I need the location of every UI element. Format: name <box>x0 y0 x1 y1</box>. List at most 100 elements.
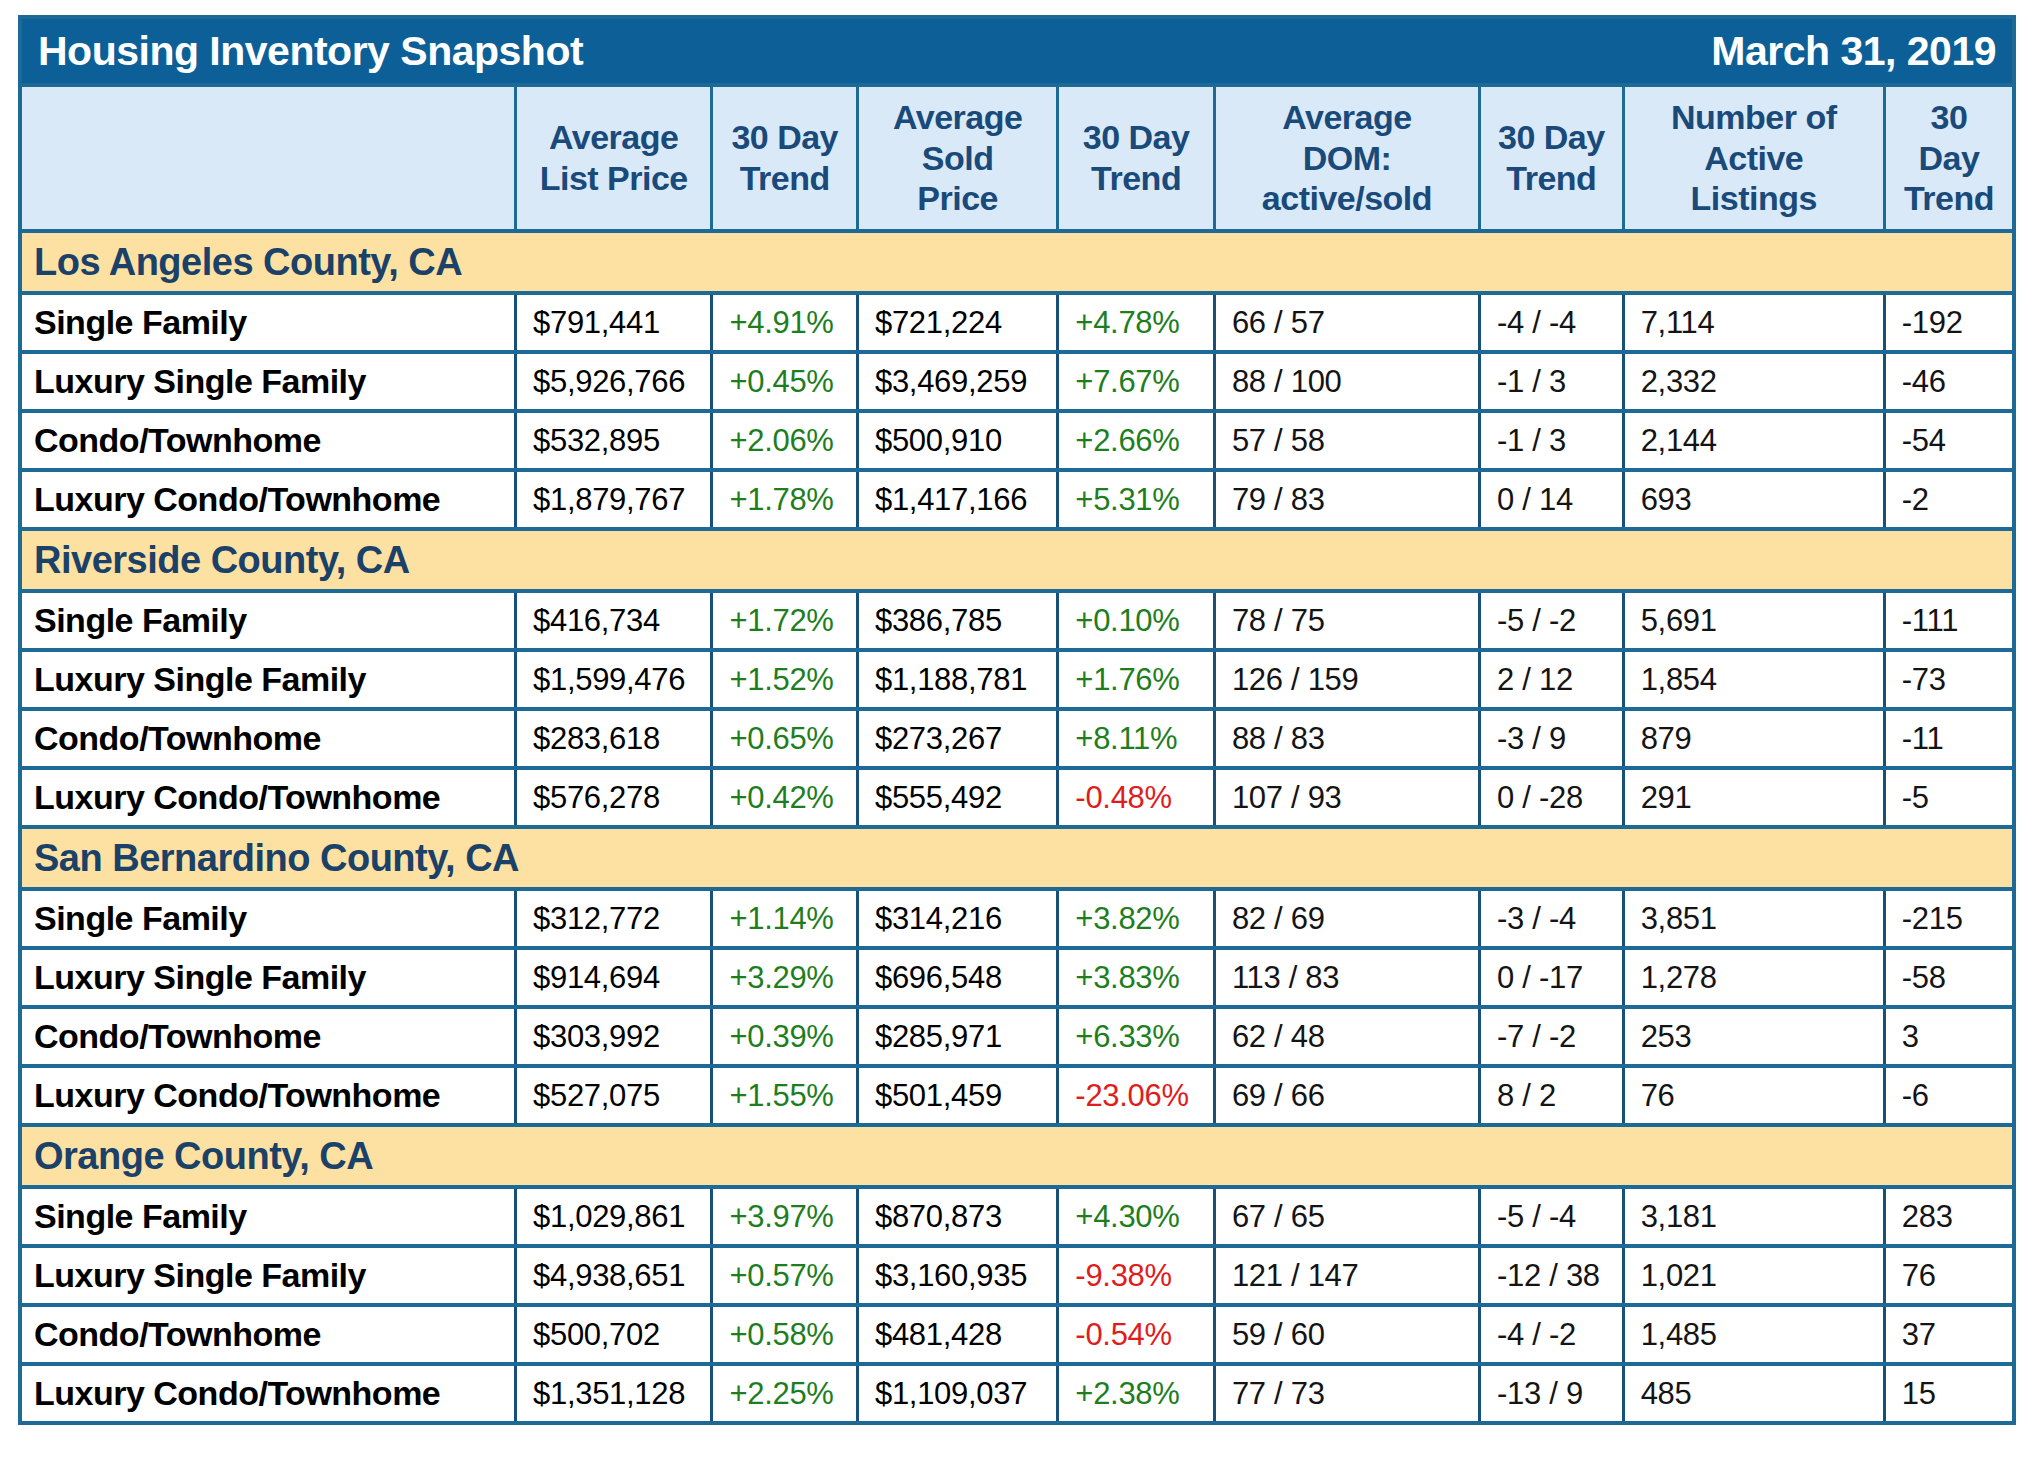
data-row: Luxury Single Family$914,694+3.29%$696,5… <box>20 948 2014 1007</box>
data-row: Single Family$416,734+1.72%$386,785+0.10… <box>20 591 2014 650</box>
cell-avg-sold-price: $314,216 <box>857 889 1057 948</box>
cell-avg-dom: 59 / 60 <box>1214 1305 1479 1364</box>
data-row: Luxury Condo/Townhome$1,879,767+1.78%$1,… <box>20 470 2014 529</box>
section-row-3: Orange County, CA <box>20 1125 2014 1187</box>
cell-active-listings: 3,851 <box>1623 889 1884 948</box>
cell-sold-trend: +7.67% <box>1058 352 1215 411</box>
cell-sold-trend: +1.76% <box>1058 650 1215 709</box>
cell-listings-trend: -5 <box>1884 768 2014 827</box>
cell-list-trend: +4.91% <box>712 293 858 352</box>
cell-dom-trend: 2 / 12 <box>1480 650 1624 709</box>
cell-dom-trend: -4 / -2 <box>1480 1305 1624 1364</box>
cell-listings-trend: -192 <box>1884 293 2014 352</box>
row-label: Single Family <box>20 591 516 650</box>
cell-listings-trend: 37 <box>1884 1305 2014 1364</box>
title-bar: Housing Inventory Snapshot March 31, 201… <box>20 17 2014 85</box>
cell-dom-trend: -3 / 9 <box>1480 709 1624 768</box>
column-header-list-trend: 30 Day Trend <box>712 85 858 231</box>
cell-dom-trend: -12 / 38 <box>1480 1246 1624 1305</box>
cell-avg-sold-price: $273,267 <box>857 709 1057 768</box>
cell-sold-trend: +3.82% <box>1058 889 1215 948</box>
row-label: Luxury Condo/Townhome <box>20 1364 516 1423</box>
data-row: Single Family$312,772+1.14%$314,216+3.82… <box>20 889 2014 948</box>
housing-inventory-table: Housing Inventory Snapshot March 31, 201… <box>18 15 2016 1425</box>
column-header-avg-sold-price: Average Sold Price <box>857 85 1057 231</box>
column-header-active-listings: Number of Active Listings <box>1623 85 1884 231</box>
cell-avg-dom: 62 / 48 <box>1214 1007 1479 1066</box>
section-row-0: Los Angeles County, CA <box>20 231 2014 293</box>
cell-avg-sold-price: $386,785 <box>857 591 1057 650</box>
cell-avg-dom: 78 / 75 <box>1214 591 1479 650</box>
cell-sold-trend: +3.83% <box>1058 948 1215 1007</box>
cell-sold-trend: +8.11% <box>1058 709 1215 768</box>
cell-avg-dom: 113 / 83 <box>1214 948 1479 1007</box>
column-header-row: Average List Price30 Day TrendAverage So… <box>20 85 2014 231</box>
cell-dom-trend: -1 / 3 <box>1480 411 1624 470</box>
cell-avg-list-price: $576,278 <box>516 768 712 827</box>
cell-list-trend: +2.25% <box>712 1364 858 1423</box>
cell-avg-sold-price: $501,459 <box>857 1066 1057 1125</box>
data-row: Luxury Condo/Townhome$1,351,128+2.25%$1,… <box>20 1364 2014 1423</box>
cell-avg-list-price: $1,351,128 <box>516 1364 712 1423</box>
cell-dom-trend: 8 / 2 <box>1480 1066 1624 1125</box>
cell-dom-trend: 0 / -28 <box>1480 768 1624 827</box>
column-header-avg-list-price: Average List Price <box>516 85 712 231</box>
title-flex: Housing Inventory Snapshot March 31, 201… <box>38 28 1996 75</box>
row-label: Condo/Townhome <box>20 1305 516 1364</box>
cell-sold-trend: -23.06% <box>1058 1066 1215 1125</box>
cell-list-trend: +0.39% <box>712 1007 858 1066</box>
column-header-row-label <box>20 85 516 231</box>
cell-dom-trend: -7 / -2 <box>1480 1007 1624 1066</box>
data-row: Luxury Single Family$5,926,766+0.45%$3,4… <box>20 352 2014 411</box>
cell-active-listings: 2,332 <box>1623 352 1884 411</box>
row-label: Luxury Single Family <box>20 650 516 709</box>
row-label: Luxury Single Family <box>20 948 516 1007</box>
column-header-listings-trend: 30 Day Trend <box>1884 85 2014 231</box>
row-label: Luxury Single Family <box>20 1246 516 1305</box>
data-row: Condo/Townhome$303,992+0.39%$285,971+6.3… <box>20 1007 2014 1066</box>
cell-avg-sold-price: $1,417,166 <box>857 470 1057 529</box>
cell-avg-list-price: $303,992 <box>516 1007 712 1066</box>
section-title: Riverside County, CA <box>20 529 2014 591</box>
cell-listings-trend: -6 <box>1884 1066 2014 1125</box>
cell-active-listings: 76 <box>1623 1066 1884 1125</box>
cell-sold-trend: +4.78% <box>1058 293 1215 352</box>
row-label: Condo/Townhome <box>20 1007 516 1066</box>
cell-list-trend: +0.45% <box>712 352 858 411</box>
cell-sold-trend: -0.48% <box>1058 768 1215 827</box>
section-title: San Bernardino County, CA <box>20 827 2014 889</box>
cell-dom-trend: -5 / -2 <box>1480 591 1624 650</box>
cell-active-listings: 693 <box>1623 470 1884 529</box>
cell-list-trend: +0.58% <box>712 1305 858 1364</box>
row-label: Luxury Condo/Townhome <box>20 768 516 827</box>
cell-listings-trend: 15 <box>1884 1364 2014 1423</box>
column-header-avg-dom: Average DOM: active/sold <box>1214 85 1479 231</box>
cell-avg-dom: 88 / 83 <box>1214 709 1479 768</box>
cell-list-trend: +1.52% <box>712 650 858 709</box>
page: Housing Inventory Snapshot March 31, 201… <box>0 0 2034 1479</box>
cell-active-listings: 485 <box>1623 1364 1884 1423</box>
data-row: Single Family$791,441+4.91%$721,224+4.78… <box>20 293 2014 352</box>
cell-listings-trend: 3 <box>1884 1007 2014 1066</box>
cell-sold-trend: -0.54% <box>1058 1305 1215 1364</box>
cell-avg-list-price: $532,895 <box>516 411 712 470</box>
cell-dom-trend: -4 / -4 <box>1480 293 1624 352</box>
cell-avg-dom: 126 / 159 <box>1214 650 1479 709</box>
cell-sold-trend: +2.38% <box>1058 1364 1215 1423</box>
cell-list-trend: +1.14% <box>712 889 858 948</box>
cell-avg-dom: 79 / 83 <box>1214 470 1479 529</box>
cell-sold-trend: -9.38% <box>1058 1246 1215 1305</box>
cell-list-trend: +0.57% <box>712 1246 858 1305</box>
cell-avg-list-price: $5,926,766 <box>516 352 712 411</box>
row-label: Luxury Condo/Townhome <box>20 1066 516 1125</box>
cell-sold-trend: +4.30% <box>1058 1187 1215 1246</box>
row-label: Luxury Single Family <box>20 352 516 411</box>
data-row: Single Family$1,029,861+3.97%$870,873+4.… <box>20 1187 2014 1246</box>
cell-listings-trend: -11 <box>1884 709 2014 768</box>
cell-listings-trend: -111 <box>1884 591 2014 650</box>
cell-avg-list-price: $500,702 <box>516 1305 712 1364</box>
cell-avg-list-price: $4,938,651 <box>516 1246 712 1305</box>
cell-listings-trend: -54 <box>1884 411 2014 470</box>
cell-avg-dom: 88 / 100 <box>1214 352 1479 411</box>
data-row: Condo/Townhome$283,618+0.65%$273,267+8.1… <box>20 709 2014 768</box>
